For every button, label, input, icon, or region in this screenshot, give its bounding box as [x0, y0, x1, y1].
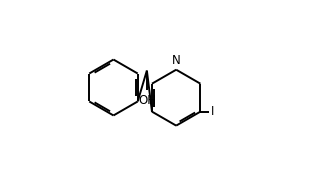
Text: OH: OH	[139, 94, 157, 107]
Text: I: I	[210, 105, 214, 118]
Text: N: N	[172, 54, 180, 67]
